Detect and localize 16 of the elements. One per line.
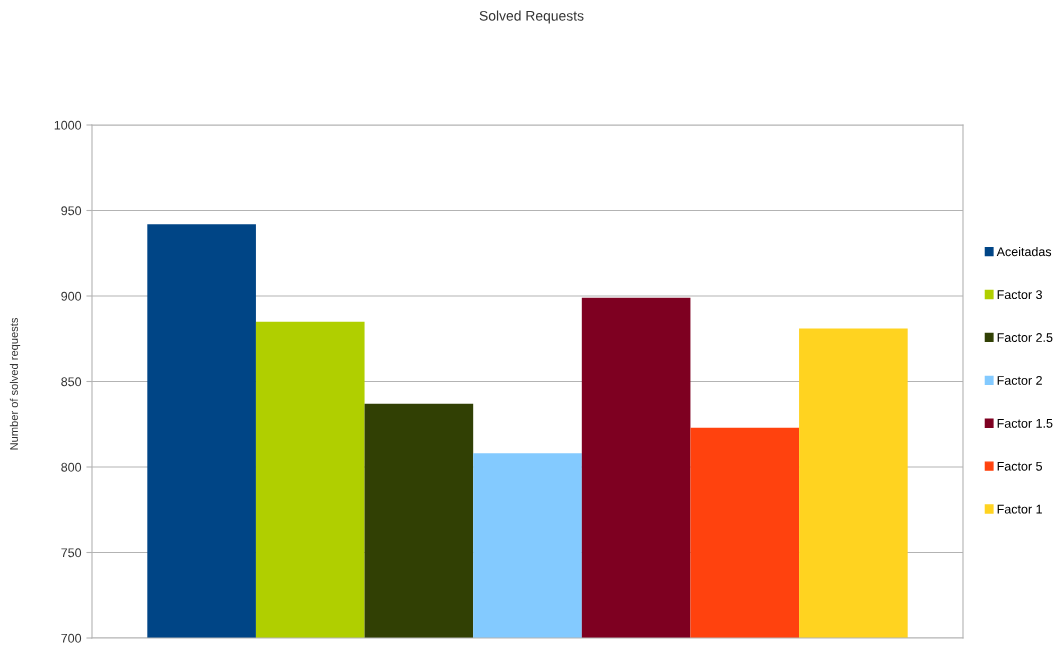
y-tick-label: 800 (61, 462, 82, 472)
y-tick-label: 1000 (54, 120, 82, 130)
y-tick-label: 900 (61, 291, 82, 301)
legend-label: Factor 2.5 (997, 333, 1053, 342)
y-tick-label: 750 (61, 548, 82, 558)
y-tick-label: 850 (61, 377, 82, 387)
y-tick-label: 950 (61, 206, 82, 216)
legend-label: Factor 3 (997, 290, 1042, 300)
legend-label: Factor 1 (997, 504, 1042, 514)
legend-label: Factor 2 (997, 376, 1042, 385)
legend-label: Factor 1.5 (997, 419, 1053, 428)
y-axis-title: Number of solved requests (9, 318, 21, 450)
legend-label: Aceitadas (996, 246, 1052, 257)
chart-title: Solved Requests (479, 10, 584, 24)
y-tick-label: 700 (61, 633, 82, 643)
legend-label: Factor 5 (997, 461, 1042, 471)
